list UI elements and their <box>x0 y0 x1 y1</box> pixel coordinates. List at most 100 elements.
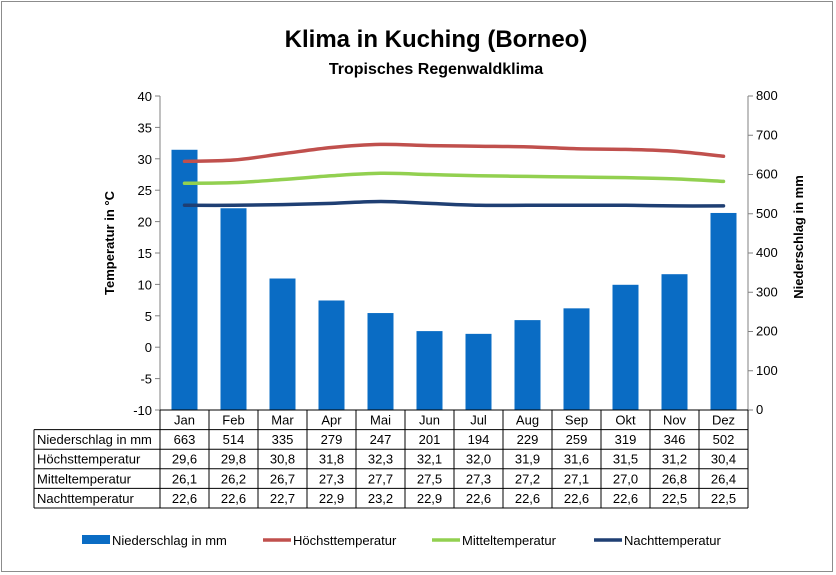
bar-niederschlag <box>318 300 345 410</box>
legend-swatch-bar <box>82 535 110 544</box>
left-tick-label: 10 <box>138 277 152 292</box>
right-tick-label: 0 <box>756 402 763 417</box>
line-hoechsttemperatur <box>182 142 726 164</box>
bar-niederschlag <box>661 274 688 410</box>
data-label: 29,6 <box>172 452 197 467</box>
legend-entry: Niederschlag in mm <box>112 533 227 548</box>
legend: Niederschlag in mm Höchsttemperatur Mittel… <box>82 533 721 548</box>
left-tick-label: 5 <box>145 309 152 324</box>
chart-title: Klima in Kuching (Borneo) <box>285 26 588 53</box>
right-tick-label: 700 <box>756 127 778 142</box>
data-label: 32,1 <box>417 452 442 467</box>
data-label: 502 <box>713 432 735 447</box>
data-label: 23,2 <box>368 491 393 506</box>
data-label: 22,6 <box>564 491 589 506</box>
bar-niederschlag <box>612 284 639 410</box>
category-label: Jun <box>419 413 440 428</box>
right-tick-label: 800 <box>756 88 778 103</box>
data-label: 31,5 <box>613 452 638 467</box>
right-tick-label: 100 <box>756 363 778 378</box>
row-label: Niederschlag in mm <box>37 432 152 447</box>
category-label: Apr <box>321 413 342 428</box>
left-tick-label: 15 <box>138 246 152 261</box>
category-label: Sep <box>565 413 588 428</box>
category-label: Jul <box>470 413 487 428</box>
chart-subtitle: Tropisches Regenwaldklima <box>329 61 543 78</box>
left-axis-title: Temperatur in °C <box>102 190 117 295</box>
bar-niederschlag <box>220 208 247 410</box>
data-label: 259 <box>566 432 588 447</box>
data-label: 22,9 <box>319 491 344 506</box>
bar-niederschlag <box>367 313 394 410</box>
bar-niederschlag <box>465 333 492 410</box>
row-label: Nachttemperatur <box>37 491 134 506</box>
line-nachttemperatur <box>182 199 726 208</box>
data-label: 22,6 <box>221 491 246 506</box>
bar-niederschlag <box>269 278 296 410</box>
bar-niederschlag <box>514 320 541 410</box>
data-label: 26,7 <box>270 471 295 486</box>
row-label: Mitteltemperatur <box>37 471 132 486</box>
category-label: Dez <box>712 413 735 428</box>
right-tick-label: 400 <box>756 245 778 260</box>
right-tick-label: 600 <box>756 167 778 182</box>
left-tick-label: 20 <box>138 215 152 230</box>
data-label: 201 <box>419 432 441 447</box>
legend-entry: Mitteltemperatur <box>462 533 557 548</box>
category-label: Mar <box>271 413 294 428</box>
data-label: 26,4 <box>711 471 736 486</box>
left-tick-label: 30 <box>138 152 152 167</box>
data-label: 22,5 <box>662 491 687 506</box>
bar-niederschlag <box>563 308 590 410</box>
data-label: 194 <box>468 432 490 447</box>
left-tick-label: 40 <box>138 89 152 104</box>
data-label: 279 <box>321 432 343 447</box>
data-label: 247 <box>370 432 392 447</box>
data-label: 22,6 <box>172 491 197 506</box>
right-tick-label: 300 <box>756 284 778 299</box>
data-label: 22,6 <box>613 491 638 506</box>
data-label: 27,0 <box>613 471 638 486</box>
data-label: 22,6 <box>515 491 540 506</box>
category-label: Jan <box>174 413 195 428</box>
plot-area: 40 35 30 25 20 15 10 5 0 -5 -10 800 700 600 500 400 300 2… <box>102 88 806 418</box>
category-label: Nov <box>663 413 687 428</box>
data-label: 319 <box>615 432 637 447</box>
data-label: 22,6 <box>466 491 491 506</box>
data-label: 514 <box>223 432 245 447</box>
data-label: 27,7 <box>368 471 393 486</box>
data-label: 31,2 <box>662 452 687 467</box>
data-label: 27,5 <box>417 471 442 486</box>
left-tick-label: 0 <box>145 340 152 355</box>
data-label: 26,2 <box>221 471 246 486</box>
left-tick-label: -10 <box>133 403 152 418</box>
data-label: 30,8 <box>270 452 295 467</box>
right-axis-title: Niederschlag in mm <box>791 175 806 299</box>
data-table: Jan Feb Mar Apr Mai Jun Jul Aug Sep Okt Nov Dez Nied… <box>33 409 749 509</box>
line-mitteltemperatur <box>182 171 726 186</box>
category-label: Okt <box>615 413 636 428</box>
left-tick-label: 25 <box>138 183 152 198</box>
data-label: 31,9 <box>515 452 540 467</box>
data-label: 26,1 <box>172 471 197 486</box>
data-label: 229 <box>517 432 539 447</box>
data-label: 22,5 <box>711 491 736 506</box>
data-label: 31,6 <box>564 452 589 467</box>
data-label: 663 <box>174 432 196 447</box>
left-tick-label: 35 <box>138 120 152 135</box>
data-label: 26,8 <box>662 471 687 486</box>
data-label: 346 <box>664 432 686 447</box>
category-label: Feb <box>222 413 244 428</box>
data-label: 27,3 <box>319 471 344 486</box>
data-label: 335 <box>272 432 294 447</box>
legend-entry: Höchsttemperatur <box>293 533 397 548</box>
category-label: Mai <box>370 413 391 428</box>
data-label: 22,7 <box>270 491 295 506</box>
data-label: 31,8 <box>319 452 344 467</box>
data-label: 32,3 <box>368 452 393 467</box>
right-tick-label: 500 <box>756 206 778 221</box>
data-label: 22,9 <box>417 491 442 506</box>
data-label: 27,3 <box>466 471 491 486</box>
data-label: 29,8 <box>221 452 246 467</box>
